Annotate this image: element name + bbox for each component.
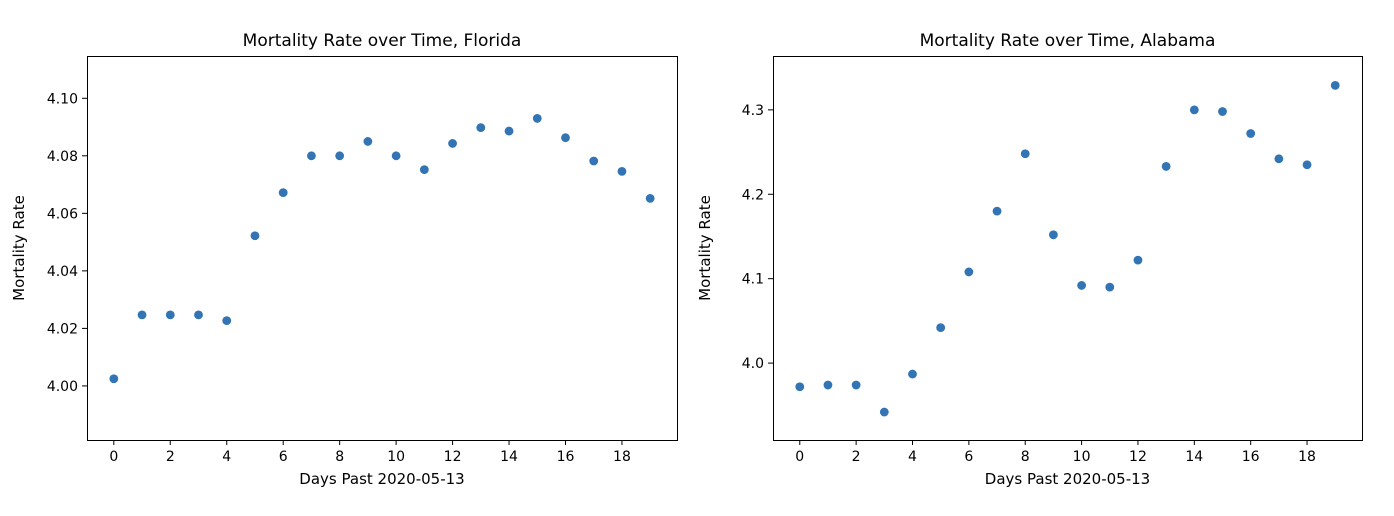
- data-point: [879, 407, 889, 417]
- y-tick-label: 4.00: [47, 379, 78, 395]
- data-point: [589, 156, 599, 166]
- x-tick-label: 6: [279, 449, 288, 465]
- data-point: [561, 133, 570, 143]
- data-point: [222, 316, 232, 326]
- data-point: [1077, 281, 1086, 290]
- x-tick-label: 4: [222, 449, 231, 465]
- x-tick-label: 6: [964, 449, 973, 465]
- y-axis-label: Mortality Rate: [696, 195, 714, 301]
- data-point: [1161, 162, 1171, 171]
- data-point: [165, 310, 175, 320]
- x-axis-label: Days Past 2020-05-13: [985, 470, 1150, 488]
- data-point: [1133, 255, 1143, 265]
- x-tick-label: 16: [557, 449, 575, 465]
- data-point: [391, 151, 401, 161]
- x-tick-label: 2: [852, 449, 861, 465]
- x-tick-label: 0: [795, 449, 804, 465]
- data-point: [1246, 129, 1256, 138]
- data-point: [823, 380, 833, 390]
- data-point: [137, 310, 147, 320]
- chart-title: Mortality Rate over Time, Florida: [243, 31, 522, 51]
- data-point: [1218, 107, 1227, 116]
- y-tick-label: 4.10: [47, 91, 78, 107]
- x-tick-label: 0: [109, 449, 118, 465]
- data-point: [335, 151, 345, 161]
- x-tick-label: 2: [166, 449, 175, 465]
- y-tick-label: 4.2: [742, 187, 764, 203]
- data-point: [645, 193, 655, 203]
- plot-frame: [87, 56, 678, 441]
- x-tick-label: 10: [387, 449, 405, 465]
- data-point: [964, 267, 974, 277]
- chart-alabama: Mortality Rate over Time, Alabama 0 2 4 6 8 10…: [696, 31, 1363, 488]
- plot-frame: [773, 56, 1363, 441]
- data-point: [1049, 230, 1058, 240]
- data-point: [851, 380, 861, 390]
- data-point: [363, 137, 373, 146]
- x-tick-label: 4: [908, 449, 917, 465]
- y-tick-label: 4.04: [47, 264, 78, 280]
- data-point: [419, 165, 429, 175]
- data-point: [109, 374, 119, 384]
- x-axis-label: Days Past 2020-05-13: [299, 470, 464, 488]
- data-point: [448, 139, 457, 148]
- x-tick-label: 16: [1242, 449, 1260, 465]
- data-point: [1302, 160, 1312, 170]
- data-point: [250, 231, 260, 241]
- data-point: [278, 188, 288, 198]
- x-tick-label: 14: [500, 449, 518, 465]
- data-point: [992, 206, 1002, 216]
- y-tick-label: 4.1: [742, 272, 764, 288]
- data-point: [194, 310, 203, 320]
- y-tick-label: 4.08: [47, 149, 78, 165]
- y-tick-label: 4.3: [742, 103, 764, 119]
- data-point: [936, 323, 946, 333]
- data-point: [476, 123, 486, 133]
- data-point: [908, 369, 917, 379]
- data-point: [1105, 282, 1115, 292]
- data-point: [532, 114, 542, 123]
- y-tick-label: 4.06: [47, 206, 78, 222]
- x-tick-label: 8: [335, 449, 344, 465]
- x-tick-label: 14: [1185, 449, 1203, 465]
- data-point: [307, 151, 316, 161]
- y-axis-label: Mortality Rate: [10, 195, 28, 301]
- x-tick-label: 12: [1129, 449, 1147, 465]
- x-tick-label: 18: [1298, 449, 1316, 465]
- chart-florida: Mortality Rate over Time, Florida 0 2 4 6 8 10…: [10, 31, 678, 488]
- data-point: [1330, 80, 1340, 90]
- data-point: [1274, 154, 1284, 164]
- y-tick-label: 4.0: [742, 356, 764, 372]
- x-tick-label: 10: [1073, 449, 1091, 465]
- y-tick-label: 4.02: [47, 321, 78, 337]
- x-tick-label: 18: [613, 449, 631, 465]
- data-point: [795, 382, 805, 392]
- data-point: [1020, 149, 1030, 159]
- x-tick-label: 12: [444, 449, 462, 465]
- chart-title: Mortality Rate over Time, Alabama: [920, 31, 1216, 51]
- x-tick-label: 8: [1021, 449, 1030, 465]
- data-point: [617, 166, 627, 176]
- data-point: [504, 126, 514, 136]
- data-point: [1189, 105, 1199, 115]
